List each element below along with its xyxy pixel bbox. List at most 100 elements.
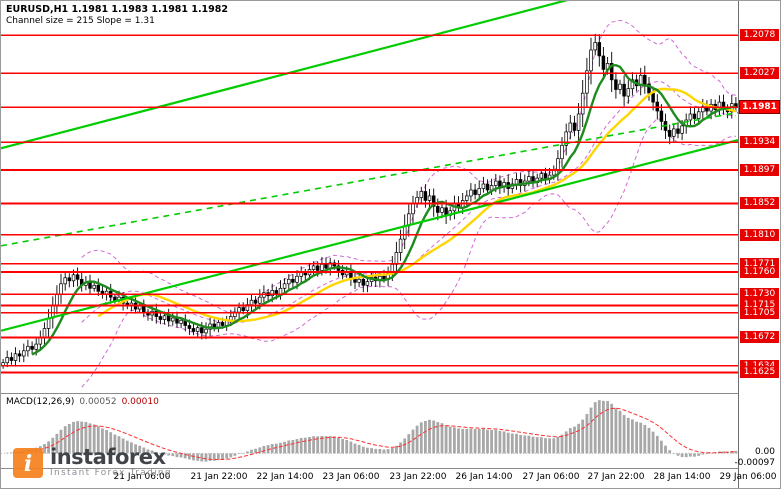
macd-histogram-bar [515,433,518,454]
candle-body [576,113,581,131]
candle-body [270,290,274,297]
candle-body [55,293,59,307]
macd-histogram-bar [734,450,738,454]
macd-histogram-bar [121,438,125,454]
macd-histogram-bar [689,453,692,457]
macd-histogram-bar [403,438,407,454]
macd-histogram-bar [109,432,113,454]
price-level-label: 1.1705 [740,307,779,319]
macd-histogram-bar [494,429,498,454]
macd-histogram-bar [424,421,427,454]
candle-body [324,264,328,269]
macd-histogram-bar [639,422,643,454]
candle-body [71,274,76,282]
time-axis-label: 21 Jan 22:00 [190,472,248,482]
macd-histogram-bar [461,428,465,454]
candle-body [630,79,635,90]
time-axis-label: 29 Jan 06:00 [719,472,777,482]
macd-histogram-bar [473,429,477,454]
candle-body [514,179,519,185]
macd-histogram-bar [448,426,452,454]
candle-body [552,170,556,176]
candle-body [204,328,208,334]
candle-body [402,225,407,240]
macd-histogram-bar [146,449,150,454]
time-axis-label: 26 Jan 14:00 [455,472,513,482]
channel-middle-line [1,111,738,247]
price-scale-axis[interactable]: 1.2078 1.2027 1.1981 1.1934 1.1897 1.1852 1.18… [738,1,780,393]
macd-histogram-bar [138,445,142,454]
candle-body [618,83,622,90]
macd-histogram-bar [722,451,725,454]
candle-body [237,307,241,313]
macd-scale-min: -0.00097 [734,458,775,468]
macd-histogram-bar [229,453,233,458]
candle-body [17,353,22,357]
candle-body [647,83,651,94]
macd-histogram-bar [693,453,696,457]
candle-body [258,296,262,304]
axis-separator [1,468,738,469]
macd-histogram-bar [486,429,489,454]
candle-body [622,83,626,97]
macd-histogram-bar [573,426,576,454]
macd-histogram-bar [647,427,651,454]
macd-histogram-bar [428,419,431,454]
macd-histogram-bar [552,438,556,454]
macd-histogram-bar [337,437,340,454]
candle-body [38,337,43,345]
candle-body [291,278,295,283]
candle-body [643,74,647,85]
macd-histogram-bar [643,424,647,454]
candle-body [651,92,655,103]
macd-histogram-bar [395,445,398,454]
macd-histogram-bar [593,402,597,454]
macd-histogram-bar [519,435,522,454]
candle-body [394,252,399,265]
pane-separator [1,393,738,394]
macd-histogram-bar [221,453,224,460]
candle-body [696,111,701,119]
time-axis-label: 27 Jan 06:00 [522,472,580,482]
macd-indicator-canvas[interactable] [1,394,738,468]
macd-histogram-bar [349,441,353,454]
candle-body [440,207,444,213]
candle-body [187,325,192,329]
macd-signal-line [15,407,736,461]
macd-histogram-bar [411,429,415,454]
instaforex-brand-text: instaforex Instant Forex Trading [50,447,172,479]
macd-histogram-bar [469,428,473,454]
macd-histogram-bar [382,449,386,454]
candle-body [200,327,204,334]
price-level-label: 1.1625 [740,366,779,378]
macd-histogram-bar [96,426,100,454]
candle-body [179,319,183,324]
macd-histogram-bar [626,417,630,454]
macd-histogram-bar [589,407,593,454]
macd-histogram-bar [92,424,96,454]
macd-histogram-bar [241,452,245,454]
time-axis-label: 23 Jan 22:00 [389,472,447,482]
macd-histogram-bar [676,453,680,456]
macd-histogram-bar [130,442,133,454]
candle-body [26,345,30,352]
macd-histogram-bar [303,437,307,454]
macd-histogram-bar [76,421,79,454]
candle-body [59,283,63,295]
macd-histogram-bar [279,442,282,454]
time-axis[interactable]: 21 Jan 06:00 21 Jan 22:00 22 Jan 14:00 23 J… [1,469,780,488]
macd-signal-value: 0.00010 [121,397,159,407]
macd-histogram-bar [672,453,676,454]
macd-histogram-bar [655,435,659,454]
candle-body [361,278,366,286]
macd-histogram-bar [544,438,547,454]
price-chart-canvas[interactable] [1,1,738,393]
macd-histogram-bar [361,446,365,454]
macd-histogram-bar [250,449,253,454]
macd-histogram-bar [535,437,539,454]
candle-body [580,92,585,115]
price-level-label: 1.2078 [740,29,779,41]
candle-body [191,328,196,332]
macd-histogram-bar [618,410,622,454]
instaforex-watermark: i instaforex Instant Forex Trading [13,447,172,478]
